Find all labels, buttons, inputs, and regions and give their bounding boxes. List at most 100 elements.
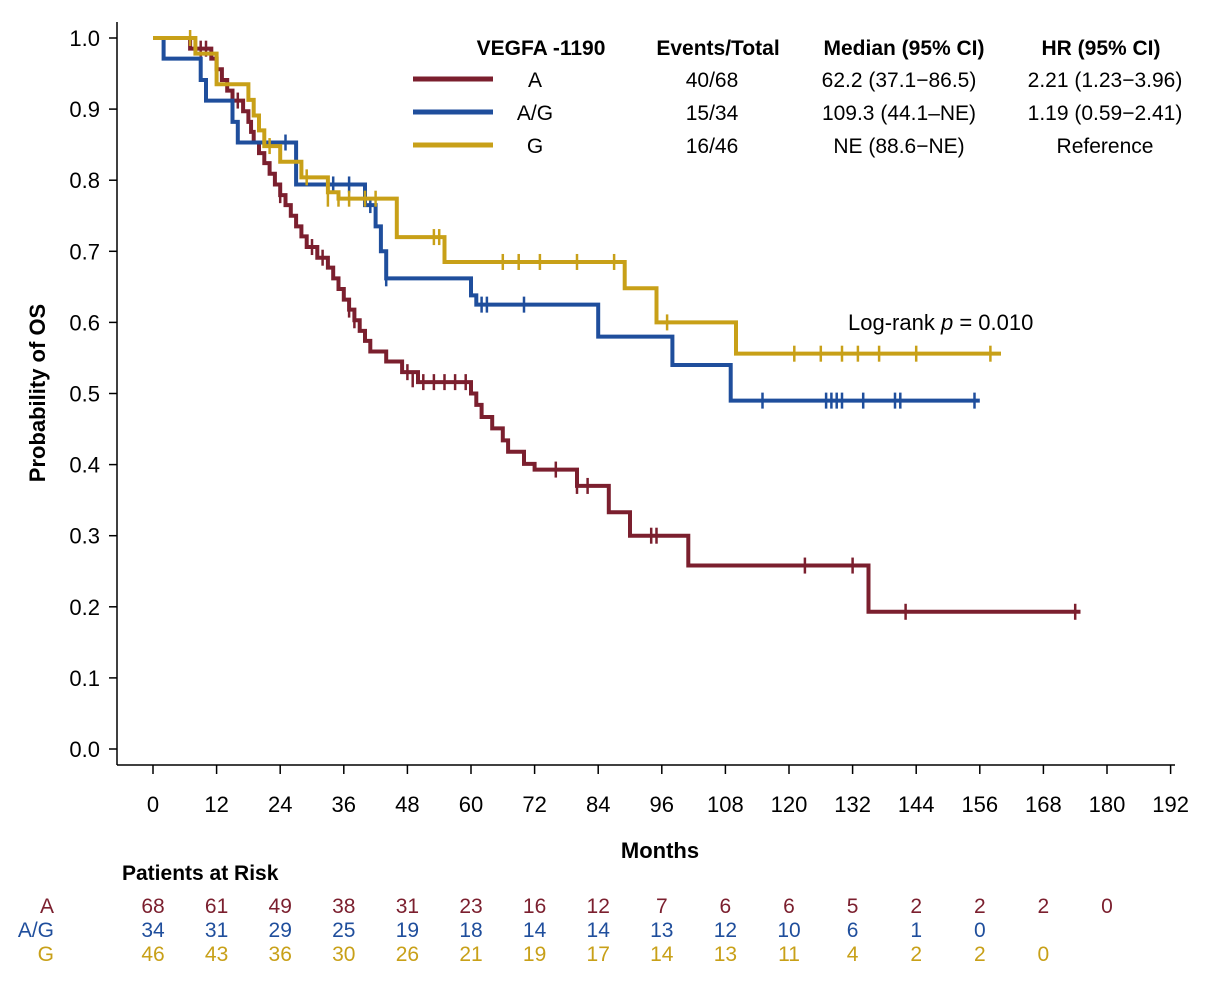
legend-events: 16/46 xyxy=(686,135,739,158)
y-tick-label: 0.3 xyxy=(69,524,100,549)
risk-count: 7 xyxy=(656,895,668,918)
risk-count: 12 xyxy=(587,895,610,918)
km-curve-line xyxy=(153,36,1081,614)
legend-header: Median (95% CI) xyxy=(823,37,984,60)
risk-row-ag: A/G 34 31 29 25 19 18 14 14 13 12 10 6 1 0 xyxy=(18,919,986,942)
risk-count: 38 xyxy=(332,895,355,918)
risk-count: 34 xyxy=(141,919,165,942)
x-tick-label: 24 xyxy=(268,792,292,817)
axes xyxy=(116,22,1175,766)
x-tick-label: 132 xyxy=(834,792,871,817)
log-rank-annotation: Log-rank p = 0.010 xyxy=(848,310,1033,335)
y-tick-label: 0.7 xyxy=(69,239,100,264)
x-tick-label: 192 xyxy=(1152,792,1189,817)
x-tick-label: 12 xyxy=(204,792,228,817)
risk-count: 49 xyxy=(269,895,292,918)
risk-count: 43 xyxy=(205,943,228,966)
risk-row-label: A/G xyxy=(18,919,54,942)
risk-count: 30 xyxy=(332,943,355,966)
risk-row-label: G xyxy=(38,943,54,966)
series-g xyxy=(153,30,1001,362)
x-tick-label: 72 xyxy=(522,792,546,817)
risk-count: 10 xyxy=(777,919,800,942)
legend-header: Events/Total xyxy=(656,37,779,60)
x-tick-label: 156 xyxy=(961,792,998,817)
risk-count: 14 xyxy=(587,919,611,942)
risk-count: 4 xyxy=(847,943,859,966)
risk-count: 46 xyxy=(141,943,164,966)
x-tick-label: 108 xyxy=(707,792,744,817)
series-ag xyxy=(153,36,980,409)
legend-hr: 1.19 (0.59−2.41) xyxy=(1028,102,1183,125)
risk-count: 2 xyxy=(974,943,986,966)
p-symbol: p xyxy=(940,310,953,335)
legend-median: 109.3 (44.1–NE) xyxy=(822,102,976,125)
x-tick-label: 0 xyxy=(147,792,159,817)
risk-count: 6 xyxy=(847,919,859,942)
x-tick-label: 144 xyxy=(898,792,935,817)
risk-count: 31 xyxy=(396,895,419,918)
log-rank-prefix: Log-rank xyxy=(848,310,941,335)
risk-count: 31 xyxy=(205,919,228,942)
y-tick-label: 1.0 xyxy=(69,26,100,51)
risk-count: 5 xyxy=(847,895,859,918)
y-tick-label: 0.0 xyxy=(69,737,100,762)
risk-count: 2 xyxy=(910,895,922,918)
legend-median: 62.2 (37.1−86.5) xyxy=(822,69,977,92)
risk-count: 17 xyxy=(587,943,610,966)
risk-count: 1 xyxy=(910,919,922,942)
risk-row-g: G 46 43 36 30 26 21 19 17 14 13 11 4 2 2 0 xyxy=(38,943,1050,966)
y-tick-label: 0.8 xyxy=(69,168,100,193)
legend-label: A/G xyxy=(517,102,553,125)
risk-table: A 68 61 49 38 31 23 16 12 7 6 6 5 2 2 2 0A/G 34 31 29 25 19 18… xyxy=(18,895,1113,966)
legend-label: A xyxy=(528,69,542,92)
risk-count: 2 xyxy=(974,895,986,918)
risk-count: 25 xyxy=(332,919,355,942)
risk-count: 12 xyxy=(714,919,737,942)
legend-hr: Reference xyxy=(1057,135,1154,158)
risk-count: 68 xyxy=(141,895,164,918)
x-tick-label: 60 xyxy=(459,792,483,817)
risk-count: 13 xyxy=(650,919,673,942)
risk-count: 14 xyxy=(650,943,674,966)
y-ticks: 0.0 0.1 0.2 0.3 0.4 0.5 0.6 0.7 0.8 0.9 1.0 xyxy=(69,26,117,762)
y-tick-label: 0.9 xyxy=(69,97,100,122)
x-tick-label: 84 xyxy=(586,792,610,817)
legend-hr: 2.21 (1.23−3.96) xyxy=(1028,69,1183,92)
risk-count: 26 xyxy=(396,943,419,966)
risk-count: 13 xyxy=(714,943,737,966)
risk-count: 29 xyxy=(269,919,292,942)
x-tick-label: 36 xyxy=(332,792,356,817)
x-tick-label: 96 xyxy=(650,792,674,817)
log-rank-value: = 0.010 xyxy=(953,310,1033,335)
y-tick-label: 0.4 xyxy=(69,453,100,478)
legend-events: 40/68 xyxy=(686,69,739,92)
legend-events: 15/34 xyxy=(686,102,739,125)
risk-count: 11 xyxy=(778,943,800,966)
km-curve-line xyxy=(153,36,1001,356)
risk-count: 19 xyxy=(523,943,546,966)
x-tick-label: 168 xyxy=(1025,792,1062,817)
risk-count: 23 xyxy=(459,895,482,918)
legend-label: G xyxy=(527,135,543,158)
risk-count: 18 xyxy=(459,919,482,942)
risk-count: 36 xyxy=(269,943,292,966)
series-a xyxy=(153,36,1081,620)
legend-header: VEGFA -1190 xyxy=(477,37,606,60)
y-tick-label: 0.1 xyxy=(69,666,100,691)
risk-count: 61 xyxy=(205,895,228,918)
risk-count: 14 xyxy=(523,919,547,942)
x-axis-label: Months xyxy=(621,838,699,863)
risk-count: 0 xyxy=(1101,895,1113,918)
y-tick-label: 0.5 xyxy=(69,382,100,407)
risk-row-label: A xyxy=(40,895,54,918)
risk-count: 16 xyxy=(523,895,546,918)
risk-count: 0 xyxy=(974,919,986,942)
x-tick-label: 48 xyxy=(395,792,419,817)
risk-table-title: Patients at Risk xyxy=(122,862,279,885)
risk-count: 19 xyxy=(396,919,419,942)
y-tick-label: 0.6 xyxy=(69,310,100,335)
legend-median: NE (88.6−NE) xyxy=(833,135,964,158)
x-ticks: 0 12 24 36 48 60 72 84 96 108 120 132 144 156 168 180 19… xyxy=(147,765,1189,817)
